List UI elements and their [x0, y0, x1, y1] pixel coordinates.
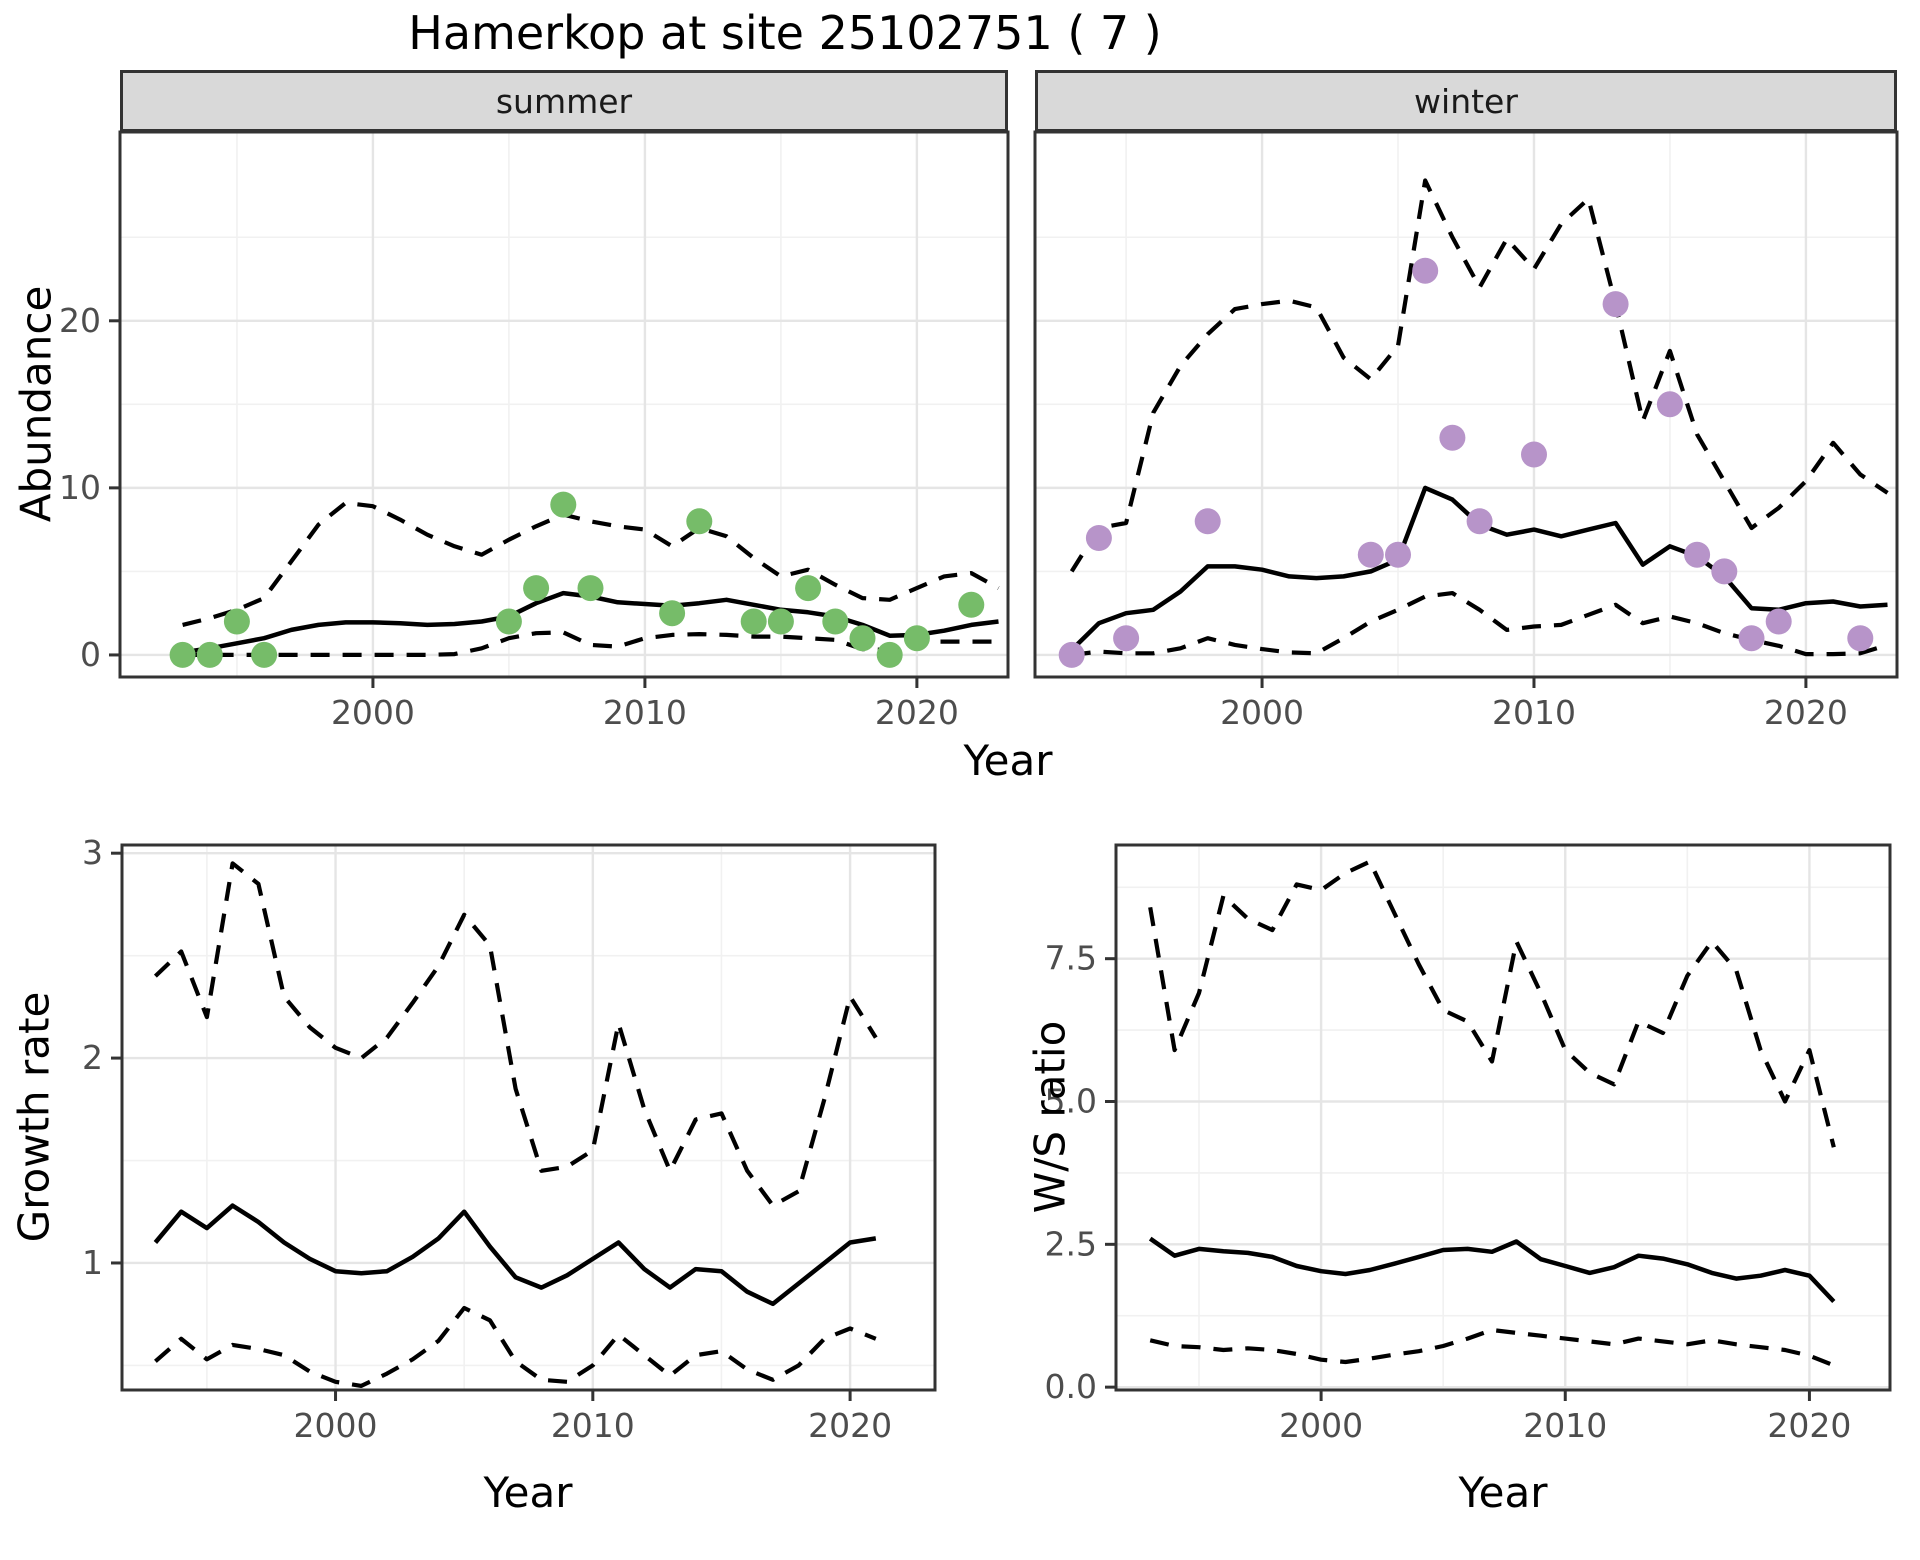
- fit-line: [153, 1203, 877, 1307]
- facet-strip-summer-label: summer: [495, 81, 633, 121]
- observation-point: [1412, 257, 1439, 284]
- observation-point: [1194, 508, 1221, 535]
- observation-point: [795, 575, 822, 602]
- observation-point: [550, 491, 577, 518]
- observation-point: [1711, 558, 1738, 585]
- observation-point: [169, 641, 196, 668]
- panel-background: [122, 845, 935, 1390]
- observation-point: [849, 625, 876, 652]
- observation-point: [1847, 625, 1874, 652]
- x-tick-label: 2010: [603, 693, 687, 732]
- observation-point: [1439, 424, 1466, 451]
- x-axis-title-year-top: Year: [963, 736, 1053, 785]
- y-tick-label: 20: [59, 301, 101, 340]
- panel-abundance_winter: 2000 2010 2020: [1033, 130, 1899, 732]
- observation-point: [1085, 525, 1112, 551]
- observation-point: [251, 641, 278, 668]
- upper-ci-line: [1148, 859, 1836, 1148]
- y-tick-label: 0.0: [1045, 1367, 1097, 1406]
- observation-point: [1602, 291, 1629, 318]
- x-tick-label: 2020: [1767, 1406, 1851, 1445]
- observation-point: [876, 641, 903, 668]
- observation-point: [1113, 625, 1140, 652]
- observation-point: [196, 641, 223, 668]
- panel-ws_ratio: 2000 2010 2020 0.0 2.5 5.0 7.5: [1045, 843, 1892, 1445]
- x-tick-label: 2000: [1220, 693, 1304, 732]
- facet-strip-summer: summer: [120, 70, 1008, 132]
- x-axis-title-year-ws: Year: [1458, 1468, 1548, 1517]
- observation-point: [1765, 608, 1792, 635]
- y-tick-label: 1: [82, 1243, 103, 1282]
- x-axis-title-year-growth: Year: [483, 1468, 573, 1517]
- observation-point: [767, 608, 794, 635]
- x-tick-label: 2010: [1523, 1406, 1607, 1445]
- x-tick-label: 2020: [875, 693, 959, 732]
- observation-point: [523, 575, 550, 602]
- lower-ci-line: [154, 1305, 877, 1389]
- x-tick-label: 2010: [1492, 693, 1576, 732]
- observation-point: [1656, 391, 1683, 418]
- lower-ci-line: [1071, 590, 1889, 657]
- x-tick-label: 2020: [1764, 693, 1848, 732]
- panel-abundance_summer: 2000 2010 2020 0 10 20: [59, 130, 1010, 732]
- y-axis-title-abundance: Abundance: [11, 285, 61, 523]
- observation-point: [659, 600, 686, 627]
- y-axis-title-growth-rate: Growth rate: [9, 991, 59, 1243]
- y-tick-label: 0: [80, 635, 101, 674]
- observation-point: [1357, 541, 1384, 568]
- observation-point: [740, 608, 767, 635]
- y-tick-label: 3: [82, 833, 103, 872]
- plot-title: Hamerkop at site 25102751 ( 7 ): [408, 6, 1162, 60]
- observation-point: [495, 608, 522, 635]
- y-axis-title-ws-ratio: W/S ratio: [1025, 1020, 1075, 1214]
- panel-background: [1116, 845, 1890, 1390]
- observation-point: [1521, 441, 1547, 468]
- x-tick-label: 2000: [1279, 1406, 1363, 1445]
- x-tick-label: 2020: [808, 1406, 892, 1445]
- panel-growth_rate: 2000 2010 2020 1 2 3: [82, 833, 937, 1445]
- observation-point: [903, 625, 930, 652]
- panel-border: [120, 843, 937, 1392]
- upper-ci-line: [153, 861, 878, 1208]
- x-tick-label: 2010: [551, 1406, 635, 1445]
- x-tick-label: 2000: [331, 693, 415, 732]
- y-tick-label: 2: [82, 1038, 103, 1077]
- fit-line: [1148, 1236, 1836, 1304]
- observation-point: [1466, 508, 1493, 535]
- observation-point: [1738, 625, 1765, 652]
- panel-border: [1033, 130, 1899, 679]
- upper-ci-line: [1069, 178, 1889, 573]
- facet-strip-winter: winter: [1035, 70, 1897, 132]
- panel-border: [1114, 843, 1892, 1392]
- facet-strip-winter-label: winter: [1414, 81, 1518, 121]
- observation-point: [686, 508, 713, 535]
- x-tick-label: 2000: [294, 1406, 378, 1445]
- observation-point: [223, 608, 250, 635]
- y-tick-label: 2.5: [1045, 1224, 1097, 1263]
- y-tick-label: 10: [59, 468, 101, 507]
- y-tick-label: 5.0: [1045, 1082, 1097, 1121]
- panel-border: [118, 130, 1010, 679]
- observation-point: [822, 608, 849, 635]
- upper-ci-line: [182, 500, 1000, 627]
- observation-point: [958, 591, 985, 618]
- observation-point: [1684, 541, 1711, 568]
- observation-point: [577, 575, 604, 602]
- lower-ci-line: [1149, 1327, 1835, 1368]
- observation-point: [1058, 641, 1085, 668]
- y-tick-label: 7.5: [1045, 939, 1097, 978]
- observation-point: [1385, 541, 1411, 568]
